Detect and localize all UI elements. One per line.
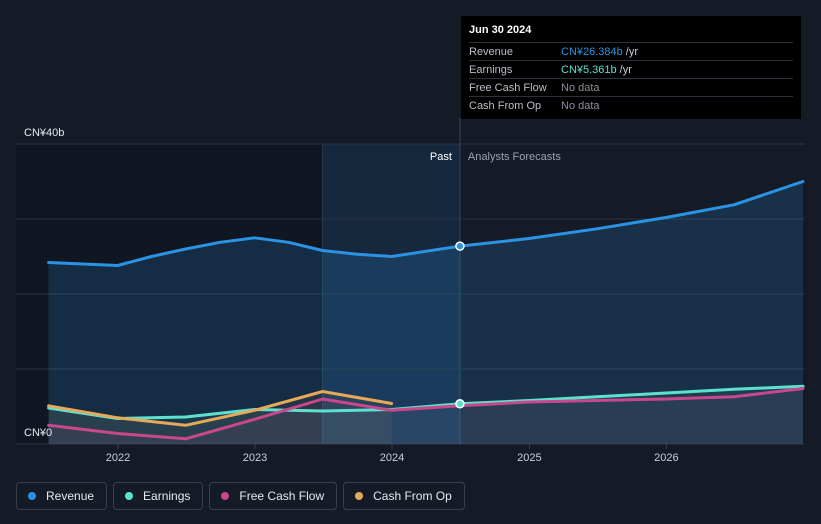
tooltip-series-unit: /yr bbox=[619, 63, 632, 76]
tooltip-series-value: No data bbox=[561, 99, 600, 112]
legend-label: Revenue bbox=[46, 489, 95, 503]
legend-item-earnings[interactable]: Earnings bbox=[113, 482, 204, 510]
tooltip-series-name: Revenue bbox=[469, 45, 514, 58]
tooltip-series-value: CN¥5.361b bbox=[561, 63, 617, 76]
legend-item-free-cash-flow[interactable]: Free Cash Flow bbox=[209, 482, 338, 510]
highlight-point-revenue bbox=[455, 241, 465, 251]
tooltip-row-cash-from-op: Cash From Op No data bbox=[469, 96, 793, 114]
tooltip-row-free-cash-flow: Free Cash Flow No data bbox=[469, 78, 793, 96]
x-tick-label: 2022 bbox=[106, 452, 130, 464]
legend-item-cash-from-op[interactable]: Cash From Op bbox=[343, 482, 465, 510]
x-tick-label: 2023 bbox=[243, 452, 267, 464]
x-tick-label: 2026 bbox=[654, 452, 678, 464]
legend-dot-icon bbox=[355, 492, 364, 500]
tooltip-date: Jun 30 2024 bbox=[469, 24, 532, 36]
legend-item-revenue[interactable]: Revenue bbox=[16, 482, 108, 510]
series-line-cash-from-op bbox=[47, 390, 394, 427]
legend-label: Cash From Op bbox=[373, 489, 452, 503]
legend-label: Free Cash Flow bbox=[239, 489, 325, 503]
y-axis-top-label: CN¥40b bbox=[24, 127, 64, 139]
chart-legend: Revenue Earnings Free Cash Flow Cash Fro… bbox=[16, 482, 465, 510]
legend-label: Earnings bbox=[143, 489, 191, 503]
x-tick-label: 2024 bbox=[380, 452, 404, 464]
tooltip-series-unit: /yr bbox=[625, 45, 639, 58]
hover-tooltip: Jun 30 2024 Revenue CN¥26.384b /yr Earni… bbox=[461, 16, 801, 119]
past-region-label: Past bbox=[430, 151, 452, 163]
series-area-revenue bbox=[48, 181, 804, 444]
forecast-region-label: Analysts Forecasts bbox=[468, 151, 561, 163]
x-tick-label: 2025 bbox=[517, 452, 541, 464]
tooltip-series-value: No data bbox=[561, 81, 600, 94]
series-line-free-cash-flow bbox=[47, 387, 805, 441]
grid-lines bbox=[16, 143, 805, 449]
y-axis-bottom-label: CN¥0 bbox=[24, 427, 52, 439]
legend-dot-icon bbox=[28, 492, 36, 500]
tooltip-series-name: Earnings bbox=[469, 63, 513, 76]
tooltip-series-name: Cash From Op bbox=[469, 99, 542, 112]
legend-dot-icon bbox=[125, 492, 134, 500]
series-line-revenue bbox=[47, 180, 805, 267]
legend-dot-icon bbox=[221, 492, 230, 500]
highlight-point-earnings bbox=[455, 399, 465, 409]
tooltip-series-name: Free Cash Flow bbox=[469, 81, 547, 94]
tooltip-row-revenue: Revenue CN¥26.384b /yr bbox=[469, 42, 793, 60]
series-area-free-cash-flow bbox=[48, 388, 804, 444]
tooltip-row-earnings: Earnings CN¥5.361b /yr bbox=[469, 60, 793, 78]
tooltip-series-value: CN¥26.384b bbox=[561, 45, 623, 58]
